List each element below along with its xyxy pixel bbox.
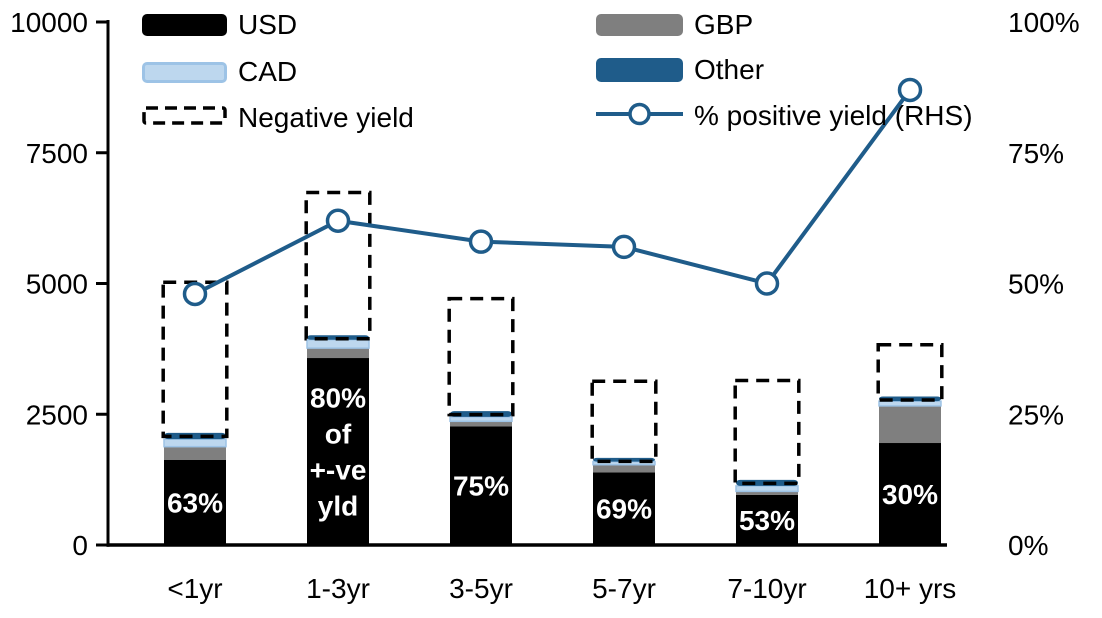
- category-label: 3-5yr: [449, 573, 513, 604]
- category-label: 1-3yr: [306, 573, 370, 604]
- line-marker: [468, 229, 494, 254]
- bar-segment-gbp: [736, 491, 798, 495]
- other-swatch-icon: [596, 58, 683, 82]
- right-axis-tick-label: 50%: [1008, 269, 1064, 300]
- pct-positive-yield-line: [194, 88, 912, 296]
- bar-segment-gbp: [593, 464, 655, 473]
- bar-segment-other: [164, 432, 226, 440]
- usd-swatch-icon: [142, 14, 227, 36]
- bar-segment-cad: [878, 400, 942, 407]
- bar-segment-cad: [735, 485, 799, 493]
- negative-yield-box: [447, 296, 515, 417]
- bar-value-label: 30%: [882, 479, 938, 510]
- line-marker: [897, 77, 923, 103]
- left-axis-tick-label: 10000: [10, 7, 88, 38]
- category-label: 5-7yr: [592, 573, 656, 604]
- bar-segment-cad: [306, 338, 370, 349]
- left-axis-tick-label: 0: [72, 530, 88, 561]
- legend-label-pct-positive-yield: % positive yield (RHS): [694, 100, 973, 131]
- left-axis-tick-label: 2500: [26, 399, 88, 430]
- bar-value-label: 69%: [596, 494, 652, 525]
- legend-item-pct-positive-yield: % positive yield (RHS): [596, 100, 973, 132]
- bar-value-label: of: [325, 419, 352, 450]
- left-axis-tick-label: 7500: [26, 138, 88, 169]
- bar-value-label: 75%: [453, 471, 509, 502]
- bar-value-label: +-ve: [310, 455, 367, 486]
- bar-segment-gbp: [307, 348, 369, 359]
- negative-yield-box: [590, 379, 658, 464]
- category-label: 10+ yrs: [864, 573, 957, 604]
- bar-segment-usd: [450, 426, 512, 545]
- line-marker: [325, 208, 351, 233]
- bar-segment-usd: [593, 472, 655, 545]
- legend-label-negative-yield: Negative yield: [238, 102, 414, 133]
- negative-yield-box: [304, 190, 372, 341]
- bar-segment-gbp: [879, 405, 941, 444]
- line-marker: [611, 234, 637, 260]
- right-axis-tick-label: 75%: [1008, 138, 1064, 169]
- bar-segment-gbp: [164, 446, 226, 460]
- bar-segment-gbp: [450, 421, 512, 427]
- category-label: 7-10yr: [727, 573, 806, 604]
- legend-label-cad: CAD: [238, 56, 298, 87]
- line-marker: [182, 281, 208, 307]
- legend-item-gbp: GBP: [596, 9, 753, 41]
- right-axis-tick-label: 0%: [1008, 530, 1048, 561]
- negative-yield-swatch-icon: [142, 106, 227, 130]
- negative-yield-box: [876, 342, 944, 402]
- legend-label-other: Other: [694, 54, 765, 85]
- legend-label-usd: USD: [238, 9, 298, 40]
- bar-segment-usd: [164, 459, 226, 545]
- bar-value-label: yld: [318, 491, 358, 522]
- bar-value-label: 80%: [310, 383, 366, 414]
- bar-segment-usd: [307, 358, 369, 545]
- legend-item-cad: CAD: [142, 56, 297, 88]
- category-label: <1yr: [167, 573, 222, 604]
- cad-swatch-icon: [142, 61, 227, 83]
- bar-segment-usd: [879, 443, 941, 545]
- right-axis-tick-label: 25%: [1008, 399, 1064, 430]
- legend-item-negative-yield: Negative yield: [142, 102, 414, 134]
- legend-label-gbp: GBP: [694, 9, 754, 40]
- bar-segment-cad: [163, 438, 227, 448]
- bar-value-label: 53%: [739, 505, 795, 536]
- bar-value-label: 63%: [167, 487, 223, 518]
- negative-yield-box: [733, 378, 801, 486]
- right-axis-tick-label: 100%: [1008, 7, 1080, 38]
- line-marker: [754, 271, 780, 296]
- legend-item-other: Other: [596, 54, 764, 86]
- gbp-swatch-icon: [596, 14, 683, 36]
- line-marker-swatch-icon: [596, 102, 683, 131]
- bar-segment-usd: [736, 494, 798, 545]
- left-axis-tick-label: 5000: [26, 269, 88, 300]
- bar-segment-cad: [449, 416, 513, 423]
- legend-item-usd: USD: [142, 9, 297, 41]
